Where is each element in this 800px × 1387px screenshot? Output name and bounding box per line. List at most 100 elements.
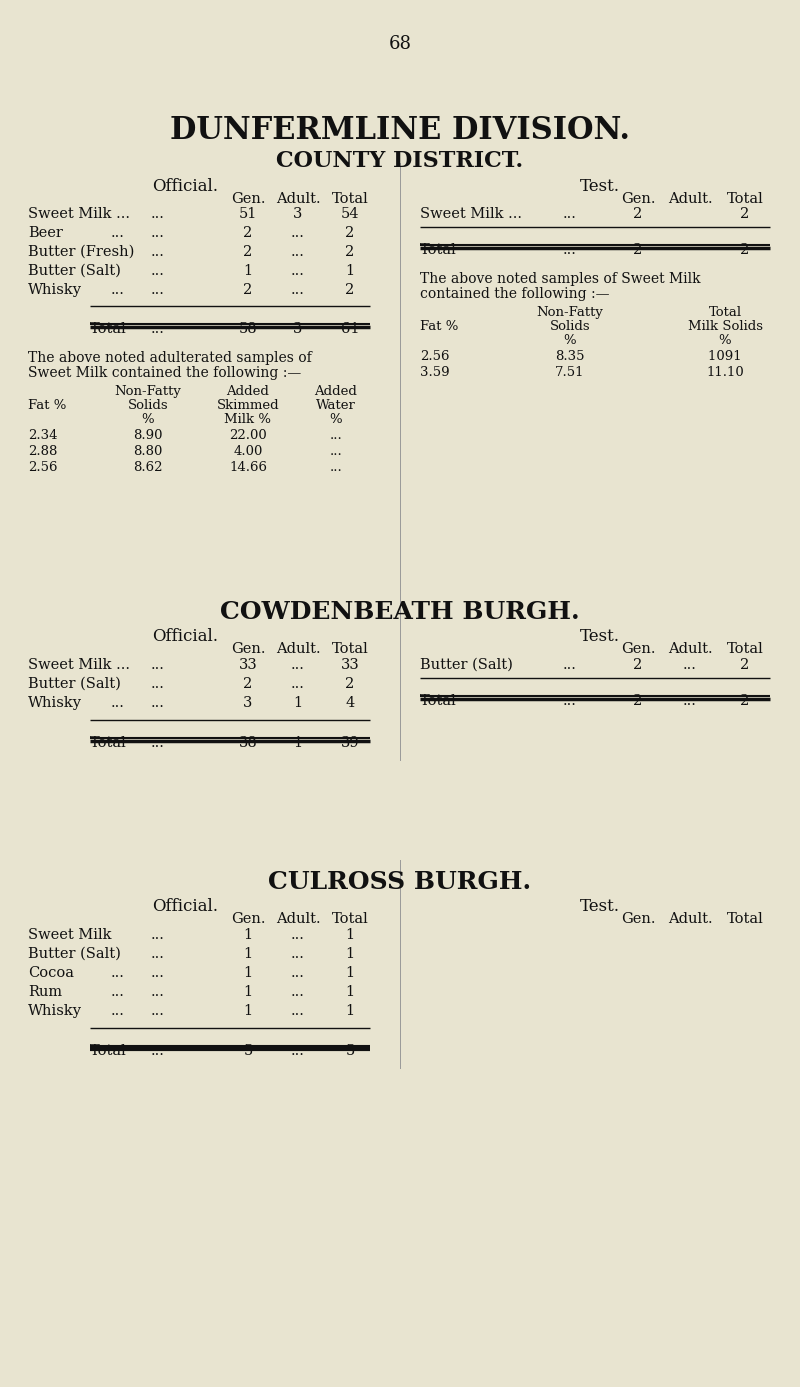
Text: Butter (Salt): Butter (Salt) (28, 677, 121, 691)
Text: 22.00: 22.00 (229, 429, 267, 442)
Text: Water: Water (316, 399, 356, 412)
Text: 2: 2 (634, 694, 642, 707)
Text: 33: 33 (238, 657, 258, 671)
Text: ...: ... (291, 657, 305, 671)
Text: Beer: Beer (28, 226, 63, 240)
Text: 1: 1 (243, 985, 253, 999)
Text: Gen.: Gen. (621, 642, 655, 656)
Text: Gen.: Gen. (230, 913, 266, 927)
Text: Total: Total (90, 322, 126, 336)
Text: 2: 2 (634, 243, 642, 257)
Text: 1: 1 (346, 1004, 354, 1018)
Text: Total: Total (726, 191, 763, 207)
Text: 1: 1 (243, 965, 253, 981)
Text: ...: ... (291, 1044, 305, 1058)
Text: ...: ... (151, 928, 165, 942)
Text: Official.: Official. (152, 628, 218, 645)
Text: Adult.: Adult. (668, 191, 712, 207)
Text: ...: ... (151, 947, 165, 961)
Text: ...: ... (111, 965, 125, 981)
Text: ...: ... (151, 1004, 165, 1018)
Text: 2: 2 (346, 677, 354, 691)
Text: The above noted samples of Sweet Milk: The above noted samples of Sweet Milk (420, 272, 701, 286)
Text: 4.00: 4.00 (234, 445, 262, 458)
Text: 8.35: 8.35 (555, 350, 585, 363)
Text: Adult.: Adult. (276, 191, 320, 207)
Text: Sweet Milk ...: Sweet Milk ... (28, 657, 130, 671)
Text: 14.66: 14.66 (229, 460, 267, 474)
Text: ...: ... (683, 694, 697, 707)
Text: Test.: Test. (580, 897, 620, 915)
Text: 5: 5 (346, 1044, 354, 1058)
Text: ...: ... (151, 985, 165, 999)
Text: ...: ... (330, 460, 342, 474)
Text: 58: 58 (238, 322, 258, 336)
Text: Adult.: Adult. (276, 913, 320, 927)
Text: %: % (142, 413, 154, 426)
Text: 1: 1 (346, 985, 354, 999)
Text: ...: ... (111, 985, 125, 999)
Text: ...: ... (151, 1044, 165, 1058)
Text: 8.90: 8.90 (134, 429, 162, 442)
Text: Sweet Milk: Sweet Milk (28, 928, 111, 942)
Text: ...: ... (291, 947, 305, 961)
Text: Cocoa: Cocoa (28, 965, 74, 981)
Text: Butter (Fresh): Butter (Fresh) (28, 245, 134, 259)
Text: Gen.: Gen. (230, 191, 266, 207)
Text: ...: ... (151, 245, 165, 259)
Text: ...: ... (563, 694, 577, 707)
Text: ...: ... (151, 207, 165, 221)
Text: Total: Total (709, 307, 742, 319)
Text: ...: ... (683, 657, 697, 671)
Text: 2: 2 (346, 245, 354, 259)
Text: %: % (330, 413, 342, 426)
Text: 1: 1 (243, 947, 253, 961)
Text: 2: 2 (634, 207, 642, 221)
Text: 2: 2 (346, 226, 354, 240)
Text: 2: 2 (634, 657, 642, 671)
Text: 1: 1 (243, 928, 253, 942)
Text: ...: ... (330, 445, 342, 458)
Text: ...: ... (111, 696, 125, 710)
Text: 3: 3 (243, 696, 253, 710)
Text: ...: ... (330, 429, 342, 442)
Text: 3: 3 (294, 322, 302, 336)
Text: 3.59: 3.59 (420, 366, 450, 379)
Text: 4: 4 (346, 696, 354, 710)
Text: ...: ... (151, 696, 165, 710)
Text: COUNTY DISTRICT.: COUNTY DISTRICT. (277, 150, 523, 172)
Text: ...: ... (291, 264, 305, 277)
Text: 11.10: 11.10 (706, 366, 744, 379)
Text: %: % (564, 334, 576, 347)
Text: 2: 2 (243, 283, 253, 297)
Text: ...: ... (151, 322, 165, 336)
Text: ...: ... (291, 928, 305, 942)
Text: Test.: Test. (580, 178, 620, 196)
Text: Adult.: Adult. (276, 642, 320, 656)
Text: 1: 1 (243, 1004, 253, 1018)
Text: Sweet Milk ...: Sweet Milk ... (420, 207, 522, 221)
Text: ...: ... (291, 965, 305, 981)
Text: Adult.: Adult. (668, 913, 712, 927)
Text: 2: 2 (740, 243, 750, 257)
Text: ...: ... (291, 283, 305, 297)
Text: Skimmed: Skimmed (217, 399, 279, 412)
Text: Sweet Milk contained the following :—: Sweet Milk contained the following :— (28, 366, 302, 380)
Text: ...: ... (151, 283, 165, 297)
Text: CULROSS BURGH.: CULROSS BURGH. (269, 870, 531, 895)
Text: 39: 39 (341, 736, 359, 750)
Text: 1: 1 (346, 928, 354, 942)
Text: ...: ... (151, 657, 165, 671)
Text: 1: 1 (294, 736, 302, 750)
Text: ...: ... (291, 226, 305, 240)
Text: Sweet Milk ...: Sweet Milk ... (28, 207, 130, 221)
Text: Solids: Solids (550, 320, 590, 333)
Text: Official.: Official. (152, 178, 218, 196)
Text: ...: ... (291, 1004, 305, 1018)
Text: 2.56: 2.56 (28, 460, 58, 474)
Text: 3: 3 (294, 207, 302, 221)
Text: %: % (718, 334, 731, 347)
Text: Total: Total (332, 913, 368, 927)
Text: Total: Total (90, 1044, 126, 1058)
Text: Total: Total (420, 694, 457, 707)
